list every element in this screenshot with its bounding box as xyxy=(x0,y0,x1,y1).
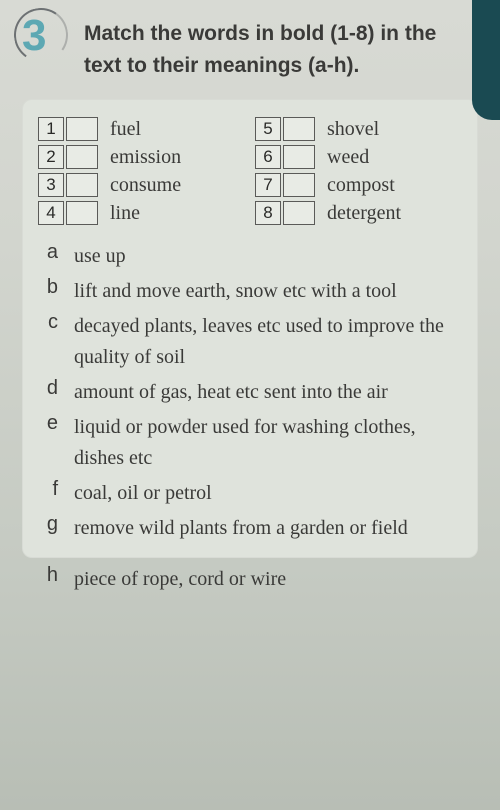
exercise-card: 1 fuel 5 shovel 2 emission 6 weed 3 cons… xyxy=(22,99,478,558)
definition-letter: h xyxy=(38,564,58,587)
word-item: 5 shovel xyxy=(255,117,462,141)
word-number-box: 8 xyxy=(255,201,281,225)
definition-row-outside: h piece of rope, cord or wire xyxy=(22,564,478,595)
word-number-box: 4 xyxy=(38,201,64,225)
answer-blank-box[interactable] xyxy=(283,117,315,141)
definition-row: c decayed plants, leaves etc used to imp… xyxy=(38,311,462,373)
definition-row: a use up xyxy=(38,241,462,272)
definition-row: e liquid or powder used for washing clot… xyxy=(38,412,462,474)
answer-blank-box[interactable] xyxy=(283,145,315,169)
definition-row: d amount of gas, heat etc sent into the … xyxy=(38,377,462,408)
definition-row: f coal, oil or petrol xyxy=(38,478,462,509)
definition-text: amount of gas, heat etc sent into the ai… xyxy=(74,377,388,408)
exercise-number-badge: 3 xyxy=(22,14,70,62)
word-label: line xyxy=(110,202,140,225)
definition-letter: a xyxy=(38,241,58,264)
word-item: 4 line xyxy=(38,201,245,225)
word-item: 6 weed xyxy=(255,145,462,169)
pencil-circle-mark xyxy=(10,4,73,67)
answer-blank-box[interactable] xyxy=(283,173,315,197)
word-label: shovel xyxy=(327,118,379,141)
word-label: compost xyxy=(327,174,395,197)
definition-letter: c xyxy=(38,311,58,334)
definition-letter: f xyxy=(38,478,58,501)
word-item: 2 emission xyxy=(38,145,245,169)
words-grid: 1 fuel 5 shovel 2 emission 6 weed 3 cons… xyxy=(38,117,462,225)
answer-blank-box[interactable] xyxy=(66,145,98,169)
word-number-box: 5 xyxy=(255,117,281,141)
answer-blank-box[interactable] xyxy=(283,201,315,225)
word-number-box: 1 xyxy=(38,117,64,141)
definition-row: g remove wild plants from a garden or fi… xyxy=(38,513,462,544)
word-item: 7 compost xyxy=(255,173,462,197)
answer-blank-box[interactable] xyxy=(66,173,98,197)
word-label: detergent xyxy=(327,202,401,225)
definition-text: lift and move earth, snow etc with a too… xyxy=(74,276,397,307)
definitions-list: a use up b lift and move earth, snow etc… xyxy=(38,241,462,544)
word-label: consume xyxy=(110,174,181,197)
word-label: fuel xyxy=(110,118,141,141)
word-number-box: 2 xyxy=(38,145,64,169)
answer-blank-box[interactable] xyxy=(66,117,98,141)
word-item: 8 detergent xyxy=(255,201,462,225)
answer-blank-box[interactable] xyxy=(66,201,98,225)
definition-text: coal, oil or petrol xyxy=(74,478,212,509)
word-label: emission xyxy=(110,146,181,169)
word-number-box: 6 xyxy=(255,145,281,169)
definition-row: b lift and move earth, snow etc with a t… xyxy=(38,276,462,307)
definition-letter: e xyxy=(38,412,58,435)
word-item: 1 fuel xyxy=(38,117,245,141)
exercise-instructions: Match the words in bold (1-8) in the tex… xyxy=(84,18,478,81)
definition-text: piece of rope, cord or wire xyxy=(74,564,286,595)
definition-letter: d xyxy=(38,377,58,400)
definition-text: remove wild plants from a garden or fiel… xyxy=(74,513,408,544)
word-item: 3 consume xyxy=(38,173,245,197)
definition-letter: b xyxy=(38,276,58,299)
word-number-box: 7 xyxy=(255,173,281,197)
definition-text: use up xyxy=(74,241,126,272)
definition-text: liquid or powder used for washing clothe… xyxy=(74,412,462,474)
exercise-header: 3 Match the words in bold (1-8) in the t… xyxy=(22,18,478,81)
definition-text: decayed plants, leaves etc used to impro… xyxy=(74,311,462,373)
word-number-box: 3 xyxy=(38,173,64,197)
page-corner-decoration xyxy=(472,0,500,120)
word-label: weed xyxy=(327,146,369,169)
definition-letter: g xyxy=(38,513,58,536)
